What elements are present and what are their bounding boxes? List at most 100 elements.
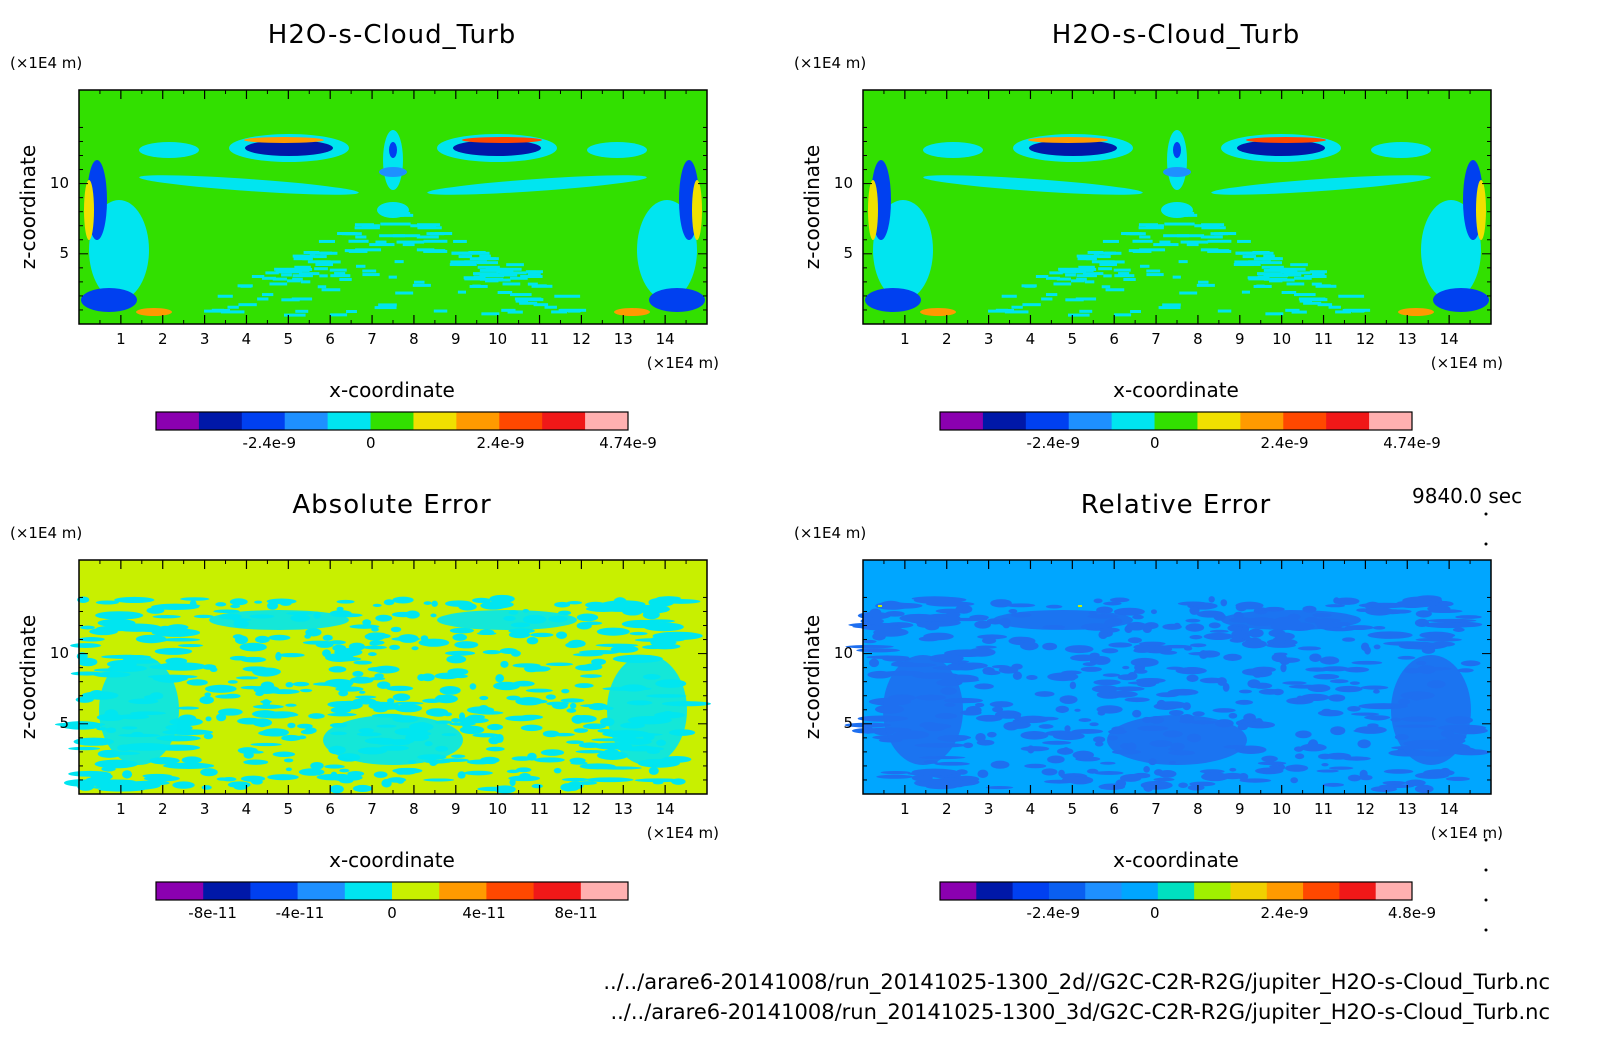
field-feature — [330, 656, 362, 662]
field-feature — [1107, 715, 1247, 765]
field-feature — [1082, 662, 1096, 667]
field-feature — [510, 276, 528, 280]
field-feature — [368, 652, 377, 657]
x-tick-label: 3 — [983, 330, 994, 348]
field-feature — [374, 306, 397, 310]
field-feature — [1114, 313, 1132, 317]
field-feature — [142, 773, 173, 778]
field-feature — [1235, 601, 1264, 610]
field-feature — [1452, 627, 1465, 632]
field-feature — [1248, 628, 1264, 638]
field-feature — [845, 644, 894, 649]
field-feature — [554, 601, 571, 608]
field-feature — [439, 685, 461, 695]
field-feature — [506, 263, 524, 267]
field-feature — [1008, 608, 1018, 614]
field-feature — [1177, 601, 1209, 606]
field-feature — [1004, 310, 1029, 314]
field-feature — [434, 232, 453, 236]
field-feature — [1093, 598, 1103, 604]
field-feature — [1422, 621, 1474, 629]
field-feature — [974, 683, 994, 690]
field-feature — [95, 611, 144, 620]
field-feature — [464, 260, 487, 264]
field-feature — [1113, 686, 1145, 692]
field-feature — [1103, 601, 1122, 606]
field-feature — [1210, 232, 1224, 236]
field-feature — [1316, 769, 1339, 773]
field-feature — [1020, 746, 1050, 752]
field-feature — [1102, 239, 1119, 243]
field-feature — [1251, 666, 1276, 673]
colorbar-label: -2.4e-9 — [242, 434, 296, 452]
field-feature — [1430, 641, 1455, 647]
field-feature — [1255, 767, 1284, 775]
field-feature — [1097, 710, 1106, 716]
field-feature — [1133, 647, 1155, 653]
field-feature — [348, 249, 368, 253]
field-feature — [1274, 632, 1295, 641]
field-feature — [692, 180, 702, 240]
field-feature — [1011, 663, 1023, 670]
field-feature — [396, 240, 425, 244]
field-feature — [1300, 693, 1330, 702]
field-feature — [1196, 283, 1215, 287]
colorbar-swatch — [297, 882, 346, 900]
field-feature — [601, 600, 646, 609]
field-feature — [1317, 709, 1344, 717]
field-feature — [429, 760, 440, 765]
field-feature — [209, 610, 349, 630]
field-feature — [392, 234, 421, 238]
field-feature — [253, 704, 284, 709]
field-feature — [476, 631, 497, 636]
field-feature — [1311, 298, 1328, 302]
field-feature — [1427, 609, 1463, 614]
colorbar-swatch — [327, 412, 372, 430]
y-tick-label: 5 — [59, 713, 69, 732]
field-feature — [583, 663, 603, 671]
field-feature — [324, 764, 345, 769]
field-feature — [437, 610, 577, 630]
field-feature — [1246, 137, 1326, 143]
colorbar-swatch — [250, 882, 299, 900]
y-tick-label: 5 — [59, 243, 69, 262]
y-unit-label: (×1E4 m) — [794, 524, 867, 542]
field-feature — [139, 175, 359, 195]
field-feature — [1246, 251, 1274, 255]
field-feature — [1360, 685, 1389, 690]
field-feature — [1261, 755, 1278, 762]
field-feature — [1062, 776, 1086, 783]
field-feature — [430, 613, 437, 618]
field-feature — [1207, 249, 1232, 253]
field-feature — [1476, 180, 1486, 240]
field-feature — [566, 601, 583, 605]
field-feature — [1248, 260, 1271, 264]
field-feature — [1076, 254, 1099, 258]
field-feature — [362, 619, 372, 626]
field-feature — [462, 137, 542, 143]
field-feature — [1167, 130, 1187, 190]
colorbar-swatch — [1326, 412, 1370, 430]
field-feature — [1200, 235, 1223, 239]
field-feature — [135, 634, 167, 644]
field-feature — [527, 298, 544, 302]
field-feature — [1260, 261, 1283, 265]
field-feature — [934, 761, 970, 766]
x-tick-label: 7 — [367, 330, 377, 348]
field-feature — [1173, 142, 1181, 158]
field-feature — [157, 662, 207, 671]
field-feature — [502, 282, 521, 286]
field-feature — [1075, 297, 1097, 301]
field-feature — [215, 602, 227, 607]
field-feature — [481, 312, 500, 316]
field-feature — [1086, 257, 1097, 261]
x-tick-label: 6 — [1109, 330, 1119, 348]
field-feature — [330, 706, 352, 714]
field-feature — [379, 234, 406, 238]
field-feature — [960, 709, 982, 716]
field-feature — [1207, 239, 1232, 243]
field-feature — [427, 175, 647, 195]
panel-2 — [862, 89, 1492, 431]
field-feature — [209, 667, 218, 673]
x-unit-label: (×1E4 m) — [646, 354, 719, 372]
